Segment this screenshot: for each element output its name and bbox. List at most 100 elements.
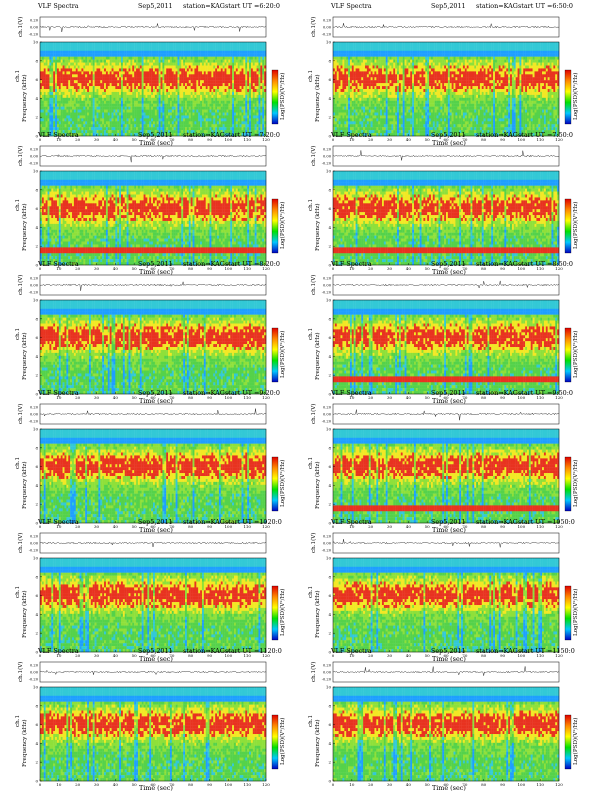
spectrogram-cell xyxy=(205,74,208,78)
spectrogram-cell xyxy=(250,44,254,49)
spectrogram-cell xyxy=(119,77,122,81)
spectrogram-cell xyxy=(387,100,390,104)
spectrogram-cell xyxy=(153,56,156,60)
spectrogram-cell xyxy=(383,97,386,101)
spectrogram-cell xyxy=(194,77,197,81)
spectrogram-cell xyxy=(162,94,165,99)
spectrogram-cell xyxy=(92,80,95,84)
spectrogram-cell xyxy=(211,109,214,113)
spectrogram-cell xyxy=(381,44,385,49)
spectrogram-cell xyxy=(361,83,364,87)
spectrogram-cell xyxy=(49,77,52,81)
spectrogram-cell xyxy=(171,100,174,104)
spectrogram-cell xyxy=(348,130,351,134)
spectrogram-cell xyxy=(183,42,186,46)
spectrogram-cell xyxy=(361,42,364,46)
spectrogram-cell xyxy=(98,71,101,75)
spectrogram-cell xyxy=(141,100,144,104)
spectrogram-cell xyxy=(149,74,152,78)
spectrogram-cell xyxy=(209,83,212,87)
spectrogram-cell xyxy=(109,89,112,93)
spectrogram-cell xyxy=(179,130,182,134)
spectrogram-cell xyxy=(105,59,108,63)
spectrogram-cell xyxy=(340,91,343,96)
spectrogram-cell xyxy=(115,74,118,78)
spectrogram-cell xyxy=(344,50,347,54)
spectrogram-cell xyxy=(175,68,178,72)
spectrogram-cell xyxy=(245,77,248,81)
spectrogram-cell xyxy=(49,121,52,125)
spectrogram-cell xyxy=(349,59,353,63)
spectrogram-cell xyxy=(256,130,259,134)
spectrogram-cell xyxy=(141,121,144,125)
spectrogram-cell xyxy=(254,118,257,122)
spectrogram-cell xyxy=(58,80,61,84)
spectrogram-cell xyxy=(211,59,214,63)
spectrogram-cell xyxy=(181,103,184,107)
spectrogram-cell xyxy=(72,44,75,49)
spectrogram-cell xyxy=(62,124,65,128)
spectrogram-cell xyxy=(226,71,229,75)
spectrogram-cell xyxy=(66,130,69,134)
spectrogram-cell xyxy=(228,59,231,63)
spectrogram-cell xyxy=(338,97,341,101)
spectrogram-cell xyxy=(232,94,235,99)
spectrogram-cell xyxy=(185,65,188,69)
spectrogram-cell xyxy=(94,80,97,84)
spectrogram-cell xyxy=(201,83,205,87)
spectrogram-cell xyxy=(200,103,203,107)
spectrogram-cell xyxy=(387,42,390,46)
spectrogram-cell xyxy=(126,115,129,119)
spectrogram-cell xyxy=(183,56,186,60)
spectrogram-cell xyxy=(209,53,212,57)
spectrogram-cell xyxy=(70,68,73,72)
spectrogram-cell xyxy=(81,106,84,110)
spectrogram-cell xyxy=(149,121,152,125)
spectrogram-cell xyxy=(136,109,139,113)
spectrogram-cell xyxy=(370,130,373,134)
spectrogram-cell xyxy=(164,44,167,49)
spectrogram-cell xyxy=(72,47,75,52)
spectrogram-cell xyxy=(120,71,124,75)
spectrogram-cell xyxy=(201,68,205,72)
spectrogram-cell xyxy=(43,74,46,78)
spectrogram-cell xyxy=(158,68,161,72)
spectrogram-cell xyxy=(247,89,250,93)
spectrogram-cell xyxy=(222,106,225,110)
spectrogram-cell xyxy=(348,91,351,96)
spectrogram-cell xyxy=(186,56,189,60)
spectrogram-cell xyxy=(363,50,366,54)
spectrogram-cell xyxy=(363,56,366,60)
spectrogram-cell xyxy=(349,89,353,93)
spectrogram-cell xyxy=(134,83,137,87)
spectrogram-cell xyxy=(222,91,225,96)
spectrogram-cell xyxy=(363,100,366,104)
spectrogram-cell xyxy=(241,68,244,72)
spectrogram-cell xyxy=(158,112,161,116)
spectrogram-cell xyxy=(249,71,252,75)
spectrogram-cell xyxy=(119,62,122,66)
spectrogram-cell xyxy=(213,133,216,137)
spectrogram-cell xyxy=(166,74,169,78)
spectrogram-cell xyxy=(179,97,182,101)
spectrogram-cell xyxy=(94,44,97,49)
spectrogram-cell xyxy=(215,80,218,84)
spectrogram-cell xyxy=(134,130,137,134)
spectrogram-cell xyxy=(233,50,237,54)
spectrogram-cell xyxy=(130,50,133,54)
spectrogram-cell xyxy=(250,47,254,52)
spectrogram-cell xyxy=(88,118,92,122)
spectrogram-cell xyxy=(254,59,257,63)
spectrogram-cell xyxy=(226,89,229,93)
spectrogram-cell xyxy=(374,86,377,90)
spectrogram-cell xyxy=(372,50,375,54)
spectrogram-cell xyxy=(224,47,227,52)
spectrogram-cell xyxy=(205,42,208,46)
spectrogram-cell xyxy=(134,74,137,78)
spectrogram-cell xyxy=(262,44,265,49)
spectrogram-cell xyxy=(336,133,339,137)
spectrogram-cell xyxy=(147,106,150,110)
spectrogram-cell xyxy=(380,115,383,119)
spectrogram-cell xyxy=(391,115,394,119)
spectrogram-cell xyxy=(126,53,129,57)
